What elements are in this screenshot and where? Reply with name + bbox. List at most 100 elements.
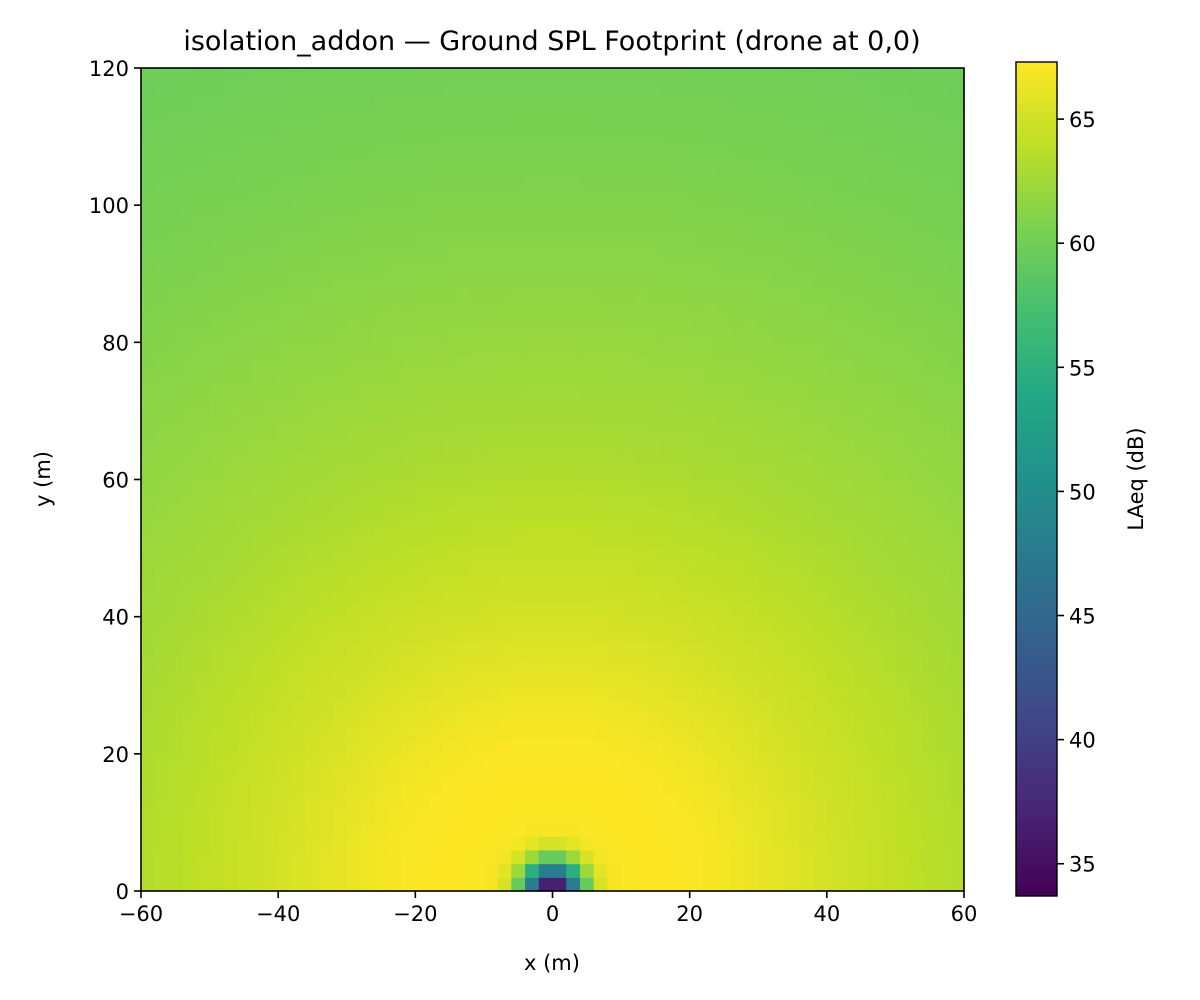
heatmap-cell: [552, 849, 567, 865]
heatmap-cell: [744, 260, 759, 275]
heatmap-cell: [703, 438, 718, 453]
heatmap-cell: [813, 287, 828, 302]
heatmap-cell: [840, 561, 855, 577]
heatmap-cell: [401, 177, 416, 193]
heatmap-cell: [374, 410, 389, 426]
heatmap-cell: [758, 218, 773, 234]
heatmap-cell: [456, 616, 471, 631]
heatmap-cell: [662, 410, 677, 426]
heatmap-cell: [264, 356, 279, 371]
heatmap-cell: [867, 534, 883, 549]
heatmap-cell: [840, 177, 855, 193]
heatmap-cell: [511, 95, 526, 110]
heatmap-cell: [826, 548, 842, 563]
heatmap-cell: [237, 424, 252, 439]
heatmap-cell: [689, 287, 704, 302]
heatmap-cell: [305, 836, 320, 851]
heatmap-cell: [909, 465, 924, 481]
heatmap-cell: [374, 452, 389, 467]
heatmap-cell: [662, 218, 677, 234]
heatmap-cell: [607, 644, 622, 659]
heatmap-cell: [909, 849, 924, 865]
heatmap-cell: [771, 575, 787, 590]
heatmap-cell: [593, 644, 608, 659]
heatmap-cell: [662, 863, 677, 878]
heatmap-cell: [511, 644, 526, 659]
heatmap-cell: [648, 863, 663, 878]
heatmap-cell: [346, 369, 362, 385]
heatmap-cell: [511, 740, 526, 755]
heatmap-cell: [552, 534, 567, 549]
heatmap-cell: [648, 109, 663, 124]
heatmap-cell: [141, 630, 156, 645]
heatmap-cell: [867, 301, 883, 316]
heatmap-cell: [141, 644, 156, 659]
heatmap-cell: [621, 136, 636, 151]
heatmap-cell: [538, 246, 554, 261]
heatmap-cell: [813, 671, 828, 686]
heatmap-cell: [621, 164, 636, 179]
heatmap-cell: [374, 712, 389, 727]
heatmap-cell: [346, 177, 362, 193]
heatmap-cell: [634, 438, 650, 453]
heatmap-cell: [936, 452, 951, 467]
heatmap-cell: [141, 314, 156, 330]
y-tick-label: 120: [89, 57, 129, 81]
heatmap-cell: [360, 506, 375, 522]
heatmap-cell: [374, 589, 389, 604]
heatmap-cell: [566, 109, 581, 124]
heatmap-cell: [154, 383, 170, 398]
heatmap-cell: [346, 794, 362, 810]
heatmap-cell: [717, 849, 732, 865]
heatmap-cell: [305, 520, 320, 535]
heatmap-cell: [579, 205, 595, 220]
heatmap-cell: [922, 438, 938, 453]
heatmap-cell: [593, 657, 608, 673]
heatmap-cell: [237, 328, 252, 343]
heatmap-cell: [456, 767, 471, 782]
heatmap-cell: [291, 548, 307, 563]
heatmap-cell: [456, 191, 471, 206]
heatmap-cell: [922, 753, 938, 769]
heatmap-cell: [154, 657, 170, 673]
heatmap-cell: [826, 849, 842, 865]
heatmap-cell: [291, 95, 307, 110]
heatmap-cell: [538, 808, 554, 824]
heatmap-cell: [456, 68, 471, 83]
colorbar-tick-label: 55: [1069, 356, 1096, 380]
heatmap-cell: [209, 822, 224, 837]
heatmap-cell: [387, 575, 403, 590]
heatmap-cell: [867, 671, 883, 686]
heatmap-cell: [182, 397, 197, 412]
heatmap-cell: [579, 479, 595, 494]
heatmap-cell: [374, 493, 389, 508]
heatmap-cell: [648, 465, 663, 481]
heatmap-cell: [744, 548, 759, 563]
heatmap-cell: [552, 465, 567, 481]
heatmap-cell: [154, 136, 170, 151]
heatmap-cell: [250, 493, 266, 508]
heatmap-cell: [579, 520, 595, 535]
heatmap-cell: [758, 589, 773, 604]
heatmap-cell: [552, 506, 567, 522]
heatmap-cell: [840, 383, 855, 398]
heatmap-cell: [333, 493, 348, 508]
heatmap-cell: [141, 548, 156, 563]
heatmap-cell: [566, 644, 581, 659]
heatmap-cell: [511, 836, 526, 851]
heatmap-cell: [305, 260, 320, 275]
heatmap-cell: [209, 122, 224, 138]
heatmap-cell: [511, 383, 526, 398]
heatmap-cell: [922, 150, 938, 165]
heatmap-cell: [566, 314, 581, 330]
heatmap-cell: [717, 191, 732, 206]
heatmap-cell: [305, 671, 320, 686]
heatmap-cell: [840, 246, 855, 261]
heatmap-cell: [374, 548, 389, 563]
heatmap-cell: [195, 287, 211, 302]
heatmap-cell: [278, 410, 293, 426]
heatmap-cell: [141, 534, 156, 549]
heatmap-cell: [470, 273, 485, 289]
heatmap-cell: [593, 369, 608, 385]
